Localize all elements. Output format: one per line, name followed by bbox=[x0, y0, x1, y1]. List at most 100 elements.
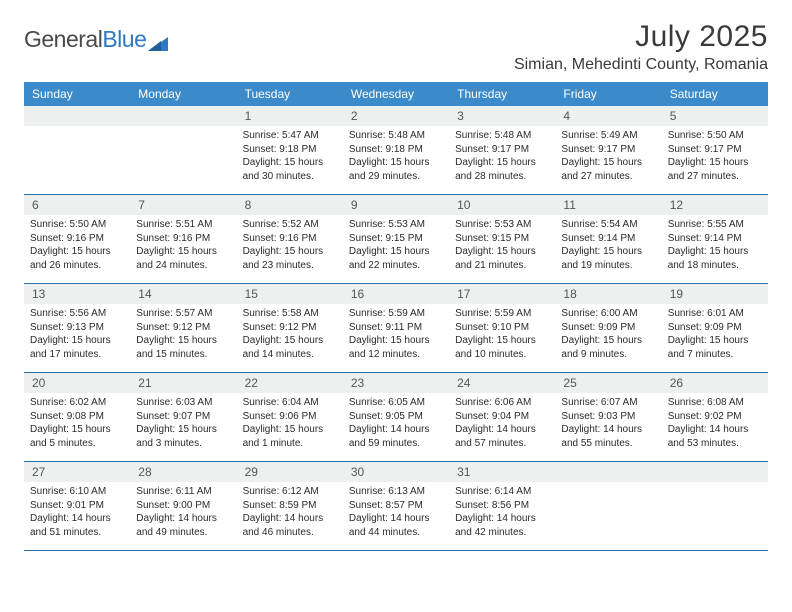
day-cell: 30Sunrise: 6:13 AMSunset: 8:57 PMDayligh… bbox=[343, 462, 449, 550]
day-body: Sunrise: 5:59 AMSunset: 9:10 PMDaylight:… bbox=[449, 304, 555, 365]
day-body: Sunrise: 6:10 AMSunset: 9:01 PMDaylight:… bbox=[24, 482, 130, 543]
day-number: 5 bbox=[662, 106, 768, 126]
weekday-tuesday: Tuesday bbox=[237, 82, 343, 106]
day-body: Sunrise: 6:08 AMSunset: 9:02 PMDaylight:… bbox=[662, 393, 768, 454]
sunrise-text: Sunrise: 5:50 AM bbox=[668, 129, 762, 143]
sunset-text: Sunset: 9:14 PM bbox=[561, 232, 655, 246]
day-number: 31 bbox=[449, 462, 555, 482]
calendar-page: GeneralBlue July 2025 Simian, Mehedinti … bbox=[0, 0, 792, 571]
sunrise-text: Sunrise: 6:10 AM bbox=[30, 485, 124, 499]
daylight-text: Daylight: 14 hours and 42 minutes. bbox=[455, 512, 549, 539]
sunrise-text: Sunrise: 5:48 AM bbox=[349, 129, 443, 143]
daylight-text: Daylight: 14 hours and 53 minutes. bbox=[668, 423, 762, 450]
sunrise-text: Sunrise: 6:00 AM bbox=[561, 307, 655, 321]
sunrise-text: Sunrise: 6:14 AM bbox=[455, 485, 549, 499]
weekday-monday: Monday bbox=[130, 82, 236, 106]
day-body: Sunrise: 5:58 AMSunset: 9:12 PMDaylight:… bbox=[237, 304, 343, 365]
daylight-text: Daylight: 15 hours and 29 minutes. bbox=[349, 156, 443, 183]
sunrise-text: Sunrise: 6:08 AM bbox=[668, 396, 762, 410]
day-cell: 29Sunrise: 6:12 AMSunset: 8:59 PMDayligh… bbox=[237, 462, 343, 550]
week-row: 1Sunrise: 5:47 AMSunset: 9:18 PMDaylight… bbox=[24, 106, 768, 195]
sunrise-text: Sunrise: 5:51 AM bbox=[136, 218, 230, 232]
day-cell: 9Sunrise: 5:53 AMSunset: 9:15 PMDaylight… bbox=[343, 195, 449, 283]
sunset-text: Sunset: 9:10 PM bbox=[455, 321, 549, 335]
daylight-text: Daylight: 15 hours and 17 minutes. bbox=[30, 334, 124, 361]
day-body: Sunrise: 6:04 AMSunset: 9:06 PMDaylight:… bbox=[237, 393, 343, 454]
daylight-text: Daylight: 15 hours and 30 minutes. bbox=[243, 156, 337, 183]
day-body: Sunrise: 6:12 AMSunset: 8:59 PMDaylight:… bbox=[237, 482, 343, 543]
day-number: 18 bbox=[555, 284, 661, 304]
day-body: Sunrise: 5:51 AMSunset: 9:16 PMDaylight:… bbox=[130, 215, 236, 276]
weekday-sunday: Sunday bbox=[24, 82, 130, 106]
logo-sail-icon bbox=[148, 30, 168, 44]
day-cell bbox=[24, 106, 130, 194]
day-body: Sunrise: 6:03 AMSunset: 9:07 PMDaylight:… bbox=[130, 393, 236, 454]
daylight-text: Daylight: 15 hours and 9 minutes. bbox=[561, 334, 655, 361]
sunrise-text: Sunrise: 6:07 AM bbox=[561, 396, 655, 410]
day-body: Sunrise: 6:13 AMSunset: 8:57 PMDaylight:… bbox=[343, 482, 449, 543]
day-cell bbox=[555, 462, 661, 550]
day-body bbox=[662, 482, 768, 489]
day-cell: 11Sunrise: 5:54 AMSunset: 9:14 PMDayligh… bbox=[555, 195, 661, 283]
day-cell: 27Sunrise: 6:10 AMSunset: 9:01 PMDayligh… bbox=[24, 462, 130, 550]
day-body: Sunrise: 5:50 AMSunset: 9:16 PMDaylight:… bbox=[24, 215, 130, 276]
sunrise-text: Sunrise: 5:54 AM bbox=[561, 218, 655, 232]
sunset-text: Sunset: 9:15 PM bbox=[455, 232, 549, 246]
sunset-text: Sunset: 9:02 PM bbox=[668, 410, 762, 424]
sunset-text: Sunset: 9:06 PM bbox=[243, 410, 337, 424]
sunrise-text: Sunrise: 5:55 AM bbox=[668, 218, 762, 232]
day-number: 4 bbox=[555, 106, 661, 126]
day-number: 12 bbox=[662, 195, 768, 215]
day-body bbox=[555, 482, 661, 489]
day-number: 14 bbox=[130, 284, 236, 304]
sunrise-text: Sunrise: 5:58 AM bbox=[243, 307, 337, 321]
sunrise-text: Sunrise: 5:47 AM bbox=[243, 129, 337, 143]
day-cell: 14Sunrise: 5:57 AMSunset: 9:12 PMDayligh… bbox=[130, 284, 236, 372]
day-number bbox=[130, 106, 236, 126]
day-number: 17 bbox=[449, 284, 555, 304]
day-number: 13 bbox=[24, 284, 130, 304]
day-cell: 6Sunrise: 5:50 AMSunset: 9:16 PMDaylight… bbox=[24, 195, 130, 283]
day-number bbox=[24, 106, 130, 126]
weekday-friday: Friday bbox=[555, 82, 661, 106]
sunset-text: Sunset: 9:09 PM bbox=[561, 321, 655, 335]
day-cell bbox=[130, 106, 236, 194]
sunrise-text: Sunrise: 5:48 AM bbox=[455, 129, 549, 143]
weekday-thursday: Thursday bbox=[449, 82, 555, 106]
sunset-text: Sunset: 9:17 PM bbox=[668, 143, 762, 157]
day-body: Sunrise: 5:54 AMSunset: 9:14 PMDaylight:… bbox=[555, 215, 661, 276]
day-number: 29 bbox=[237, 462, 343, 482]
daylight-text: Daylight: 14 hours and 57 minutes. bbox=[455, 423, 549, 450]
sunrise-text: Sunrise: 6:05 AM bbox=[349, 396, 443, 410]
day-cell: 21Sunrise: 6:03 AMSunset: 9:07 PMDayligh… bbox=[130, 373, 236, 461]
sunset-text: Sunset: 9:05 PM bbox=[349, 410, 443, 424]
day-number: 16 bbox=[343, 284, 449, 304]
day-number: 21 bbox=[130, 373, 236, 393]
day-number: 20 bbox=[24, 373, 130, 393]
week-row: 13Sunrise: 5:56 AMSunset: 9:13 PMDayligh… bbox=[24, 284, 768, 373]
day-number: 27 bbox=[24, 462, 130, 482]
day-body: Sunrise: 5:47 AMSunset: 9:18 PMDaylight:… bbox=[237, 126, 343, 187]
sunset-text: Sunset: 9:16 PM bbox=[136, 232, 230, 246]
sunrise-text: Sunrise: 5:53 AM bbox=[349, 218, 443, 232]
daylight-text: Daylight: 15 hours and 7 minutes. bbox=[668, 334, 762, 361]
daylight-text: Daylight: 15 hours and 5 minutes. bbox=[30, 423, 124, 450]
sunrise-text: Sunrise: 6:12 AM bbox=[243, 485, 337, 499]
sunset-text: Sunset: 8:57 PM bbox=[349, 499, 443, 513]
week-row: 27Sunrise: 6:10 AMSunset: 9:01 PMDayligh… bbox=[24, 462, 768, 551]
daylight-text: Daylight: 15 hours and 24 minutes. bbox=[136, 245, 230, 272]
day-body: Sunrise: 5:55 AMSunset: 9:14 PMDaylight:… bbox=[662, 215, 768, 276]
sunset-text: Sunset: 8:56 PM bbox=[455, 499, 549, 513]
sunrise-text: Sunrise: 6:13 AM bbox=[349, 485, 443, 499]
sunset-text: Sunset: 9:17 PM bbox=[561, 143, 655, 157]
sunrise-text: Sunrise: 6:04 AM bbox=[243, 396, 337, 410]
day-cell: 20Sunrise: 6:02 AMSunset: 9:08 PMDayligh… bbox=[24, 373, 130, 461]
day-body: Sunrise: 5:50 AMSunset: 9:17 PMDaylight:… bbox=[662, 126, 768, 187]
daylight-text: Daylight: 14 hours and 59 minutes. bbox=[349, 423, 443, 450]
day-cell: 4Sunrise: 5:49 AMSunset: 9:17 PMDaylight… bbox=[555, 106, 661, 194]
daylight-text: Daylight: 15 hours and 26 minutes. bbox=[30, 245, 124, 272]
daylight-text: Daylight: 15 hours and 28 minutes. bbox=[455, 156, 549, 183]
day-cell: 10Sunrise: 5:53 AMSunset: 9:15 PMDayligh… bbox=[449, 195, 555, 283]
sunrise-text: Sunrise: 5:56 AM bbox=[30, 307, 124, 321]
sunset-text: Sunset: 9:17 PM bbox=[455, 143, 549, 157]
